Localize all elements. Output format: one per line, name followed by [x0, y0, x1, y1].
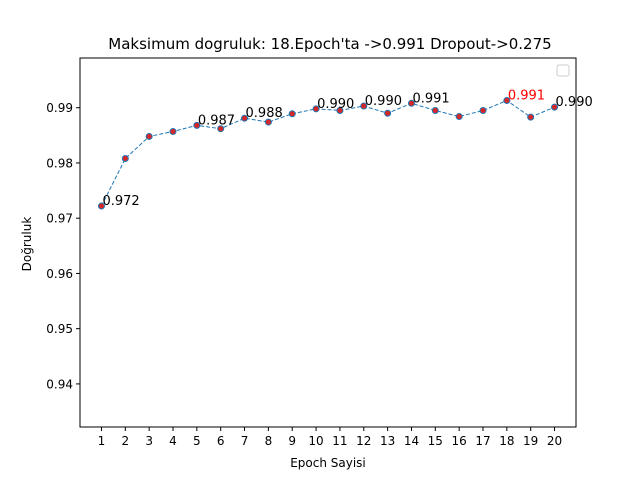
y-tick-label: 0.97 [46, 212, 73, 226]
series-line [101, 99, 555, 207]
data-label: 0.990 [365, 94, 402, 109]
data-label: 0.991 [508, 89, 545, 104]
data-point [288, 110, 296, 118]
data-point [121, 155, 129, 163]
x-tick-label: 19 [523, 434, 538, 448]
data-point [336, 106, 344, 114]
data-point [527, 113, 535, 121]
data-point [193, 121, 201, 129]
y-tick-label: 0.96 [46, 267, 73, 281]
data-point [145, 132, 153, 140]
data-label: 0.990 [317, 97, 354, 112]
x-tick-label: 12 [356, 434, 371, 448]
data-point [551, 103, 559, 111]
x-tick-label: 11 [332, 434, 347, 448]
x-tick-label: 2 [121, 434, 129, 448]
x-axis-label: Epoch Sayisi [290, 456, 366, 470]
plot-area [79, 57, 577, 428]
x-tick-label: 17 [475, 434, 490, 448]
annotation-layer: 0.972 0.987 0.988 0.990 0.990 0.991 0.991 0.990 [102, 89, 592, 210]
data-point [384, 109, 392, 117]
x-tick-label: 4 [169, 434, 177, 448]
y-axis: 0.94 0.95 0.96 0.97 0.98 0.99 [46, 101, 80, 391]
data-point [431, 106, 439, 114]
data-point [241, 114, 249, 122]
y-tick-label: 0.95 [46, 322, 73, 336]
y-axis-label: Doğruluk [20, 217, 34, 272]
data-point [217, 125, 225, 133]
y-tick-label: 0.94 [46, 377, 73, 391]
x-axis: 1 2 3 4 5 6 7 8 9 10 11 12 13 14 15 16 17 18 19 20 [98, 427, 562, 448]
chart-title: Maksimum dogruluk: 18.Epoch'ta ->0.991 D… [108, 35, 551, 53]
data-label: 0.987 [198, 113, 235, 128]
data-point [503, 97, 511, 105]
x-tick-label: 10 [308, 434, 323, 448]
series-layer [97, 97, 559, 210]
legend-box [556, 64, 570, 77]
data-point [169, 127, 177, 135]
x-tick-label: 1 [98, 434, 106, 448]
data-label: 0.988 [246, 106, 283, 121]
x-tick-label: 14 [404, 434, 419, 448]
x-tick-label: 3 [145, 434, 153, 448]
axes-frame [79, 57, 577, 428]
data-point [455, 113, 463, 121]
x-tick-label: 13 [380, 434, 395, 448]
x-tick-label: 15 [428, 434, 443, 448]
x-tick-label: 8 [265, 434, 273, 448]
y-tick-label: 0.99 [46, 101, 73, 115]
x-tick-label: 9 [288, 434, 296, 448]
x-tick-label: 18 [499, 434, 514, 448]
data-point [264, 118, 272, 126]
data-point [479, 106, 487, 114]
data-point [312, 105, 320, 113]
x-tick-label: 6 [217, 434, 225, 448]
x-tick-label: 7 [241, 434, 249, 448]
data-label: 0.991 [412, 91, 449, 106]
data-point [360, 102, 368, 110]
data-point [97, 202, 105, 210]
data-label: 0.972 [102, 194, 139, 209]
x-tick-label: 16 [452, 434, 467, 448]
x-tick-label: 20 [547, 434, 562, 448]
data-point [407, 99, 415, 107]
data-label: 0.990 [556, 95, 593, 110]
x-tick-label: 5 [193, 434, 201, 448]
y-tick-label: 0.98 [46, 156, 73, 170]
